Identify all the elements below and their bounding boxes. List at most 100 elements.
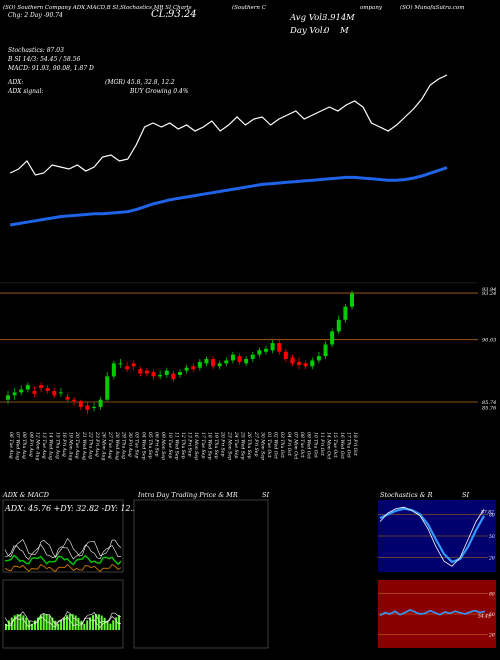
price-and-ma-lines bbox=[9, 74, 448, 227]
macd-bar bbox=[77, 617, 80, 630]
candle-body bbox=[158, 374, 163, 377]
signal-line bbox=[4, 616, 122, 628]
rsi-level-label: 50 bbox=[489, 612, 495, 618]
price-line bbox=[9, 74, 448, 176]
rsi-value-label: 54.45 bbox=[478, 613, 491, 619]
stochastics-readout: Stochastics: 87.03 bbox=[8, 47, 64, 54]
candle-body bbox=[330, 331, 335, 345]
date-axis-label: 29 Thu Aug bbox=[120, 431, 126, 459]
avg-vol-label: Avg Vol: bbox=[289, 13, 325, 23]
adx-label: ADX: bbox=[7, 79, 23, 86]
candle-body bbox=[250, 354, 255, 359]
date-axis-label: 04 Wed Sep bbox=[140, 432, 146, 460]
date-axis-label: 19 Thu Sep bbox=[213, 432, 219, 459]
adx-panel-readout: ADX: 45.76 +DY: 32.82 -DY: 12.21 bbox=[4, 504, 143, 513]
date-axis-label: 17 Thu Oct bbox=[345, 432, 351, 458]
macd-bar bbox=[16, 614, 19, 630]
stochastics-panel-title-2: SI bbox=[462, 491, 469, 499]
bsi-readout: B SI 14/3: 54.45 / 58.56 bbox=[7, 56, 80, 63]
date-axis-label: 19 Mon Aug bbox=[68, 432, 74, 460]
macd-bar bbox=[103, 617, 106, 630]
candle-body bbox=[204, 358, 209, 364]
date-axis-label: 09 Wed Oct bbox=[306, 432, 312, 459]
candle-body bbox=[237, 356, 242, 362]
candle-body bbox=[32, 390, 37, 394]
date-axis-label: 14 Wed Aug bbox=[48, 432, 54, 460]
macd-bar bbox=[5, 624, 7, 630]
candle-body bbox=[350, 293, 354, 307]
avg-vol-value: 3.914 bbox=[322, 13, 346, 23]
candle-body bbox=[310, 360, 315, 367]
chg-line: Chg: 2 Day -90.74 bbox=[8, 12, 63, 19]
date-axis-label: 22 Thu Aug bbox=[87, 431, 93, 459]
candle-body bbox=[257, 350, 262, 355]
minus-dy-line bbox=[4, 563, 122, 573]
candle-body bbox=[85, 405, 90, 410]
date-axis-label: 28 Wed Aug bbox=[114, 431, 120, 460]
macd-bar bbox=[106, 620, 109, 630]
date-axis-label: 07 Wed Aug bbox=[15, 432, 21, 460]
date-axis-label: 05 Thu Sep bbox=[147, 432, 153, 459]
macd-bar bbox=[100, 615, 103, 630]
candlesticks bbox=[6, 290, 354, 415]
macd-bar bbox=[22, 615, 25, 630]
macd-bar bbox=[57, 623, 60, 630]
macd-bar bbox=[109, 623, 112, 630]
price-axis-label: 85.76 bbox=[482, 406, 497, 412]
candle-body bbox=[230, 354, 235, 361]
macd-bar bbox=[80, 620, 83, 630]
macd-line bbox=[4, 611, 122, 625]
site-label: (SO) MunafaSutra.com bbox=[400, 4, 464, 11]
candle-body bbox=[65, 396, 70, 400]
company-name: (Southern C bbox=[232, 4, 267, 11]
candle-body bbox=[336, 319, 341, 332]
date-axis-label: 16 Mon Sep bbox=[193, 432, 199, 460]
date-axis-label: 30 Fri Aug bbox=[127, 432, 133, 457]
candle-body bbox=[118, 363, 123, 365]
candle-body bbox=[12, 392, 17, 396]
date-axis-label: 15 Tue Oct bbox=[332, 432, 338, 458]
macd-bar bbox=[36, 617, 39, 630]
intraday-panel-title-2: SI bbox=[262, 491, 269, 499]
candle-body bbox=[211, 358, 216, 367]
date-axis-label: 06 Tue Aug bbox=[8, 432, 14, 459]
company-name-2: ompany bbox=[360, 5, 383, 11]
candle-body bbox=[164, 370, 169, 375]
candle-body bbox=[151, 372, 156, 377]
date-axis-label: 02 Wed Oct bbox=[273, 432, 279, 459]
adx-lines bbox=[4, 537, 122, 573]
adx-green-line bbox=[4, 554, 122, 566]
intraday-panel-title: Intra Day Trading Price & MR bbox=[137, 491, 238, 499]
candle-body bbox=[303, 363, 308, 367]
macd-bar bbox=[89, 617, 92, 630]
date-axis-label: 17 Tue Sep bbox=[200, 432, 206, 458]
stochastics-panel-title: Stochastics & R bbox=[380, 491, 433, 499]
macd-bar bbox=[92, 615, 94, 630]
date-axis-label: 11 Wed Sep bbox=[173, 432, 179, 460]
price-axis-label: 93.94 bbox=[482, 287, 496, 293]
macd-bar bbox=[112, 620, 115, 630]
macd-panel bbox=[2, 579, 124, 649]
adx-panel-title: ADX & MACD bbox=[2, 491, 50, 499]
macd-bar bbox=[86, 620, 89, 630]
macd-bar bbox=[34, 620, 36, 630]
candle-body bbox=[244, 358, 249, 364]
price-axis-label: 93.24 bbox=[482, 291, 496, 297]
candle-body bbox=[283, 351, 288, 359]
date-axis-label: 27 Tue Aug bbox=[107, 431, 113, 459]
macd-bar bbox=[74, 615, 77, 630]
date-axis-label: 26 Thu Sep bbox=[246, 431, 252, 459]
stoch-level-label: 50 bbox=[489, 534, 495, 540]
candle-body bbox=[290, 357, 295, 364]
date-axis: 06 Tue Aug 07 Wed Aug 08 Thu Aug 09 Fri Aug… bbox=[8, 431, 358, 460]
symbol-line: (SO) Southern Company ADX,MACD,B SI,Stoc… bbox=[3, 4, 192, 11]
macd-histogram bbox=[4, 611, 122, 630]
rsi-level-label: 80 bbox=[489, 592, 495, 598]
adx-signal-label: ADX signal: bbox=[7, 88, 44, 95]
date-axis-label: 26 Mon Aug bbox=[101, 431, 107, 460]
date-axis-label: 03 Tue Sep bbox=[134, 432, 140, 458]
stochastics-lines: 80 50 20 87.82 bbox=[378, 506, 495, 567]
macd-bar bbox=[7, 620, 10, 630]
